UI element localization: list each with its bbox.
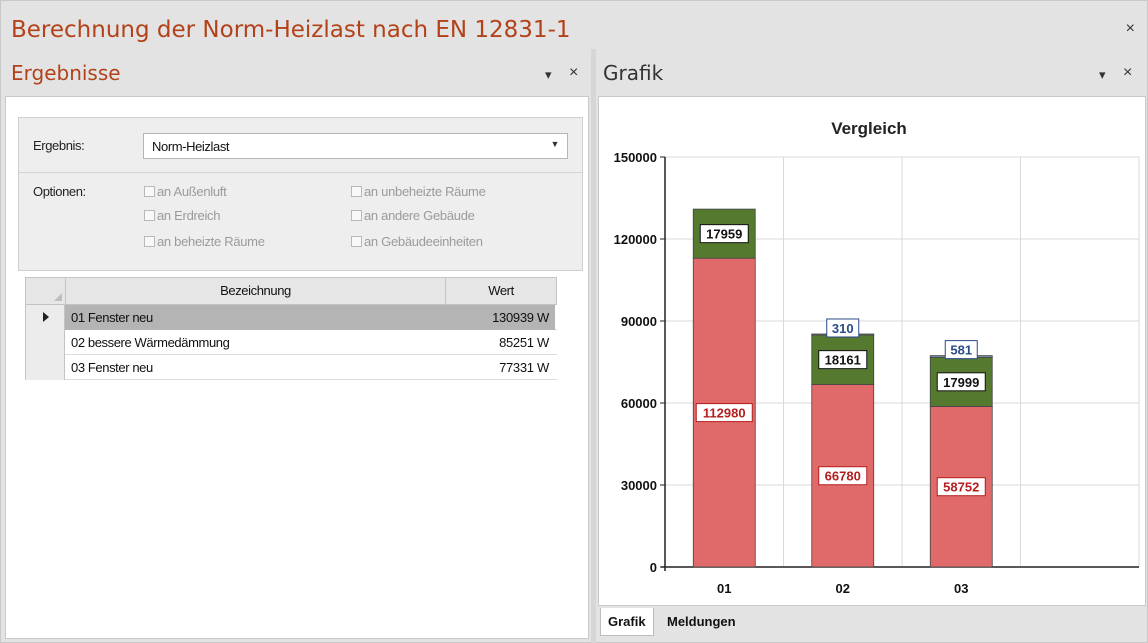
cell-bezeichnung[interactable]: 02 bessere Wärmedämmung [71, 335, 230, 350]
chart-pane-header: Grafik ▾ × [601, 61, 1146, 95]
column-header-wert[interactable]: Wert [488, 283, 514, 298]
y-tick-label: 60000 [621, 396, 657, 411]
row-indicator[interactable] [25, 355, 65, 380]
data-label-box [699, 224, 749, 244]
filter-divider [19, 172, 582, 173]
chart-pane: Vergleich 0 30000 60000 90000 120000 150000 112… [598, 96, 1146, 606]
option-label: an Außenluft [157, 184, 227, 199]
cell-bezeichnung[interactable]: 03 Fenster neu [71, 360, 153, 375]
results-pane-header: Ergebnisse ▾ × [9, 61, 589, 95]
option-label: an Erdreich [157, 208, 221, 223]
option-erdreich[interactable]: an Erdreich [144, 208, 220, 223]
checkbox-icon [351, 210, 362, 221]
table-row[interactable]: 01 Fenster neu 130939 W [25, 305, 557, 330]
data-label-box [944, 340, 978, 360]
chart-tabs: Grafik Meldungen [598, 606, 1146, 640]
select-all-corner[interactable] [26, 278, 66, 304]
results-table: Bezeichnung Wert 01 Fenster neu 130939 W… [25, 277, 557, 380]
column-header-bezeichnung[interactable]: Bezeichnung [66, 278, 446, 304]
comparison-chart: Vergleich 0 30000 60000 90000 120000 150000 112… [614, 119, 1140, 596]
data-label: 17999 [943, 375, 979, 390]
chart-pane-menu-icon[interactable]: ▾ [1099, 67, 1106, 82]
x-tick-label: 03 [954, 581, 968, 596]
optionen-label: Optionen: [33, 184, 86, 199]
table-row[interactable]: 03 Fenster neu 77331 W [25, 355, 557, 380]
option-andere-gebaeude[interactable]: an andere Gebäude [351, 208, 475, 223]
cell-wert[interactable]: 77331 W [499, 360, 549, 375]
ergebnis-select[interactable]: Norm-Heizlast ▼ [143, 133, 568, 159]
window-close-icon[interactable]: × [1125, 20, 1135, 37]
option-label: an andere Gebäude [364, 208, 475, 223]
y-tick-label: 90000 [621, 314, 657, 329]
filter-panel: Ergebnis: Norm-Heizlast ▼ Optionen: an A… [18, 117, 583, 271]
data-label: 17959 [706, 227, 742, 242]
ergebnis-label: Ergebnis: [33, 138, 85, 153]
data-label: 66780 [825, 469, 861, 484]
checkbox-icon [144, 186, 155, 197]
x-tick-label: 02 [836, 581, 850, 596]
chart-pane-close-icon[interactable]: × [1123, 64, 1133, 81]
option-unbeheizte-raeume[interactable]: an unbeheizte Räume [351, 184, 486, 199]
cell-wert[interactable]: 85251 W [499, 335, 549, 350]
data-label: 58752 [943, 480, 979, 495]
chevron-down-icon: ▼ [550, 139, 559, 149]
checkbox-icon [351, 186, 362, 197]
data-label-box [936, 372, 986, 392]
y-tick-label: 150000 [614, 150, 657, 165]
option-label: an Gebäudeeinheiten [364, 234, 483, 249]
row-indicator[interactable] [25, 330, 65, 355]
checkbox-icon [351, 236, 362, 247]
option-label: an beheizte Räume [157, 234, 265, 249]
results-pane-close-icon[interactable]: × [569, 64, 579, 81]
data-label-box [826, 318, 860, 338]
tab-meldungen[interactable]: Meldungen [667, 614, 736, 629]
x-tick-label: 01 [717, 581, 731, 596]
data-label-box [818, 466, 868, 486]
checkbox-icon [144, 236, 155, 247]
tab-grafik[interactable]: Grafik [600, 608, 654, 636]
data-label: 18161 [825, 353, 861, 368]
y-tick-label: 30000 [621, 478, 657, 493]
results-pane-title: Ergebnisse [11, 61, 121, 85]
chart-pane-title: Grafik [603, 61, 664, 85]
option-gebaeudeeinheiten[interactable]: an Gebäudeeinheiten [351, 234, 483, 249]
data-label-box [818, 350, 868, 370]
data-label: 112980 [703, 406, 746, 421]
results-pane-menu-icon[interactable]: ▾ [545, 67, 552, 82]
data-label-box [936, 477, 986, 497]
data-label: 310 [832, 321, 854, 336]
checkbox-icon [144, 210, 155, 221]
ergebnis-select-value: Norm-Heizlast [152, 139, 230, 154]
table-header: Bezeichnung Wert [25, 277, 557, 305]
cell-bezeichnung[interactable]: 01 Fenster neu [65, 305, 445, 330]
pane-splitter[interactable] [591, 49, 596, 643]
cell-wert[interactable]: 130939 W [445, 305, 555, 330]
row-indicator[interactable] [25, 305, 65, 330]
current-row-arrow-icon [43, 312, 49, 322]
data-label: 581 [950, 343, 972, 358]
data-label-box [695, 403, 753, 423]
window-title: Berechnung der Norm-Heizlast nach EN 128… [11, 17, 571, 43]
chart-title: Vergleich [831, 119, 907, 138]
option-beheizte-raeume[interactable]: an beheizte Räume [144, 234, 265, 249]
table-row[interactable]: 02 bessere Wärmedämmung 85251 W [25, 330, 557, 355]
option-aussenluft[interactable]: an Außenluft [144, 184, 227, 199]
option-label: an unbeheizte Räume [364, 184, 486, 199]
y-tick-label: 120000 [614, 232, 657, 247]
results-pane: Ergebnis: Norm-Heizlast ▼ Optionen: an A… [5, 96, 589, 639]
y-tick-label: 0 [650, 560, 657, 575]
